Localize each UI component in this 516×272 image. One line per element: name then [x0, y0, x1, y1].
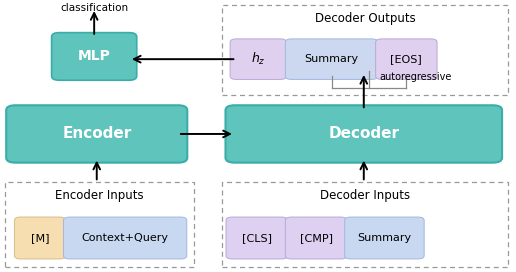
Bar — [222, 182, 508, 267]
Text: Summary: Summary — [358, 233, 411, 243]
Text: MLP: MLP — [78, 50, 110, 63]
FancyBboxPatch shape — [225, 105, 502, 163]
FancyBboxPatch shape — [6, 105, 187, 163]
Text: Context+Query: Context+Query — [82, 233, 169, 243]
Text: [CLS]: [CLS] — [241, 233, 272, 243]
Text: Encoder: Encoder — [62, 126, 132, 141]
Text: [CMP]: [CMP] — [300, 233, 332, 243]
FancyBboxPatch shape — [230, 39, 286, 79]
Text: Decoder: Decoder — [328, 126, 399, 141]
FancyBboxPatch shape — [285, 39, 378, 79]
FancyBboxPatch shape — [226, 217, 287, 259]
Text: $h_z$: $h_z$ — [251, 51, 266, 67]
Text: classification: classification — [60, 3, 128, 13]
Text: Decoder Outputs: Decoder Outputs — [315, 12, 415, 25]
Bar — [222, 5, 508, 95]
FancyBboxPatch shape — [63, 217, 187, 259]
Text: Summary: Summary — [304, 54, 359, 64]
FancyBboxPatch shape — [376, 39, 437, 79]
Text: Encoder Inputs: Encoder Inputs — [55, 189, 143, 202]
Bar — [5, 182, 194, 267]
Text: autoregressive: autoregressive — [379, 72, 452, 82]
FancyBboxPatch shape — [52, 33, 137, 80]
FancyBboxPatch shape — [285, 217, 347, 259]
Text: [EOS]: [EOS] — [391, 54, 422, 64]
Text: [M]: [M] — [31, 233, 49, 243]
FancyBboxPatch shape — [14, 217, 66, 259]
Text: Decoder Inputs: Decoder Inputs — [320, 189, 410, 202]
FancyBboxPatch shape — [345, 217, 424, 259]
